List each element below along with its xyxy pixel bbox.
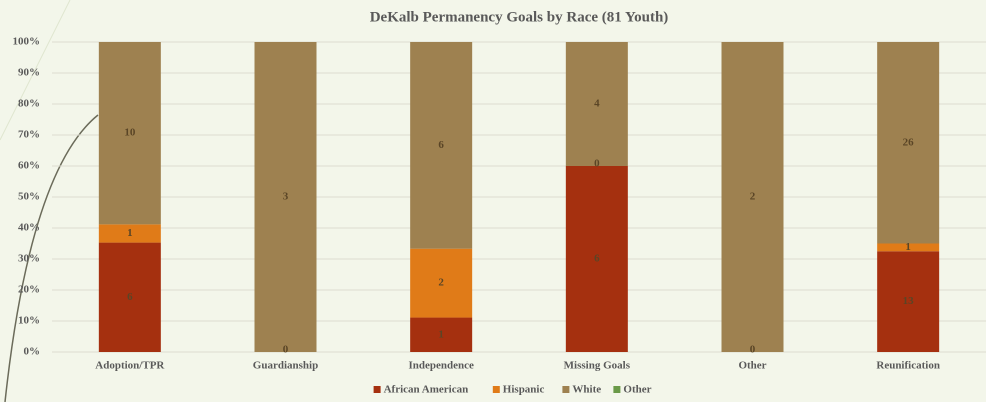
data-label: 6 <box>594 253 600 265</box>
bar-segment <box>410 248 473 318</box>
legend-label: White <box>572 384 601 396</box>
y-tick-label: 50% <box>18 191 40 203</box>
y-tick-label: 90% <box>18 67 40 79</box>
data-label: 2 <box>750 191 756 203</box>
legend-label: African American <box>384 384 469 396</box>
x-tick-label: Reunification <box>876 360 940 372</box>
y-tick-label: 20% <box>18 284 40 296</box>
legend-swatch <box>562 386 570 393</box>
data-label: 2 <box>438 277 444 289</box>
decor-line <box>0 0 71 141</box>
y-tick-label: 100% <box>13 36 41 48</box>
legend-label: Other <box>623 384 651 396</box>
x-tick-label: Adoption/TPR <box>95 360 165 372</box>
legend-swatch <box>613 386 621 393</box>
y-tick-label: 10% <box>18 315 40 327</box>
data-label: 1 <box>127 227 133 239</box>
data-label: 1 <box>438 328 444 340</box>
legend-swatch <box>373 386 381 393</box>
x-tick-label: Missing Goals <box>564 360 631 372</box>
legend-label: Hispanic <box>503 384 545 396</box>
data-label: 0 <box>283 344 289 356</box>
x-tick-label: Guardianship <box>253 360 318 372</box>
bar-segment <box>98 42 161 225</box>
data-label: 0 <box>750 344 756 356</box>
data-label: 3 <box>283 191 289 203</box>
bar-segment <box>410 317 473 352</box>
bar-segment <box>254 42 317 352</box>
bar-segment <box>877 243 940 252</box>
legend-swatch <box>492 386 500 393</box>
y-tick-label: 40% <box>18 222 40 234</box>
bar-segment <box>877 251 940 352</box>
data-label: 13 <box>903 295 915 307</box>
data-label: 4 <box>594 98 600 110</box>
chart-title: DeKalb Permanency Goals by Race (81 Yout… <box>370 9 669 25</box>
y-tick-label: 0% <box>24 346 41 358</box>
y-tick-label: 30% <box>18 253 40 265</box>
data-label: 6 <box>127 291 133 303</box>
data-label: 0 <box>594 158 600 170</box>
x-tick-label: Other <box>738 360 766 372</box>
bar-segment <box>877 42 940 244</box>
y-tick-label: 60% <box>18 160 40 172</box>
y-tick-label: 70% <box>18 129 40 141</box>
data-label: 26 <box>903 136 915 148</box>
bar-segment <box>721 42 784 352</box>
data-label: 6 <box>438 139 444 151</box>
bar-segment <box>410 42 473 249</box>
x-tick-label: Independence <box>408 360 474 372</box>
bar-segment <box>565 166 628 352</box>
data-label: 1 <box>905 241 911 253</box>
y-tick-label: 80% <box>18 98 40 110</box>
data-label: 10 <box>124 127 136 139</box>
bar-segment <box>565 42 628 166</box>
bar-segment <box>98 242 161 352</box>
bar-segment <box>98 224 161 243</box>
decor-curve <box>4 114 99 402</box>
